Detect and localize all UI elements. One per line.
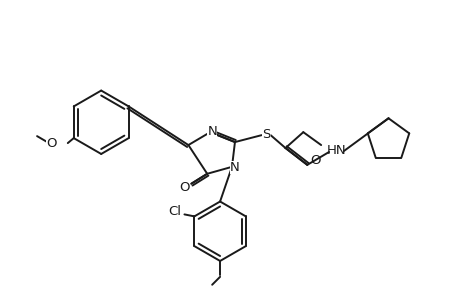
Text: N: N [230, 161, 239, 174]
Text: HN: HN [326, 143, 346, 157]
Text: S: S [262, 128, 270, 141]
Text: N: N [230, 161, 239, 174]
Text: Cl: Cl [168, 205, 181, 218]
Text: O: O [309, 154, 320, 167]
Text: O: O [179, 181, 189, 194]
Text: O: O [46, 136, 57, 150]
Text: N: N [207, 125, 217, 138]
